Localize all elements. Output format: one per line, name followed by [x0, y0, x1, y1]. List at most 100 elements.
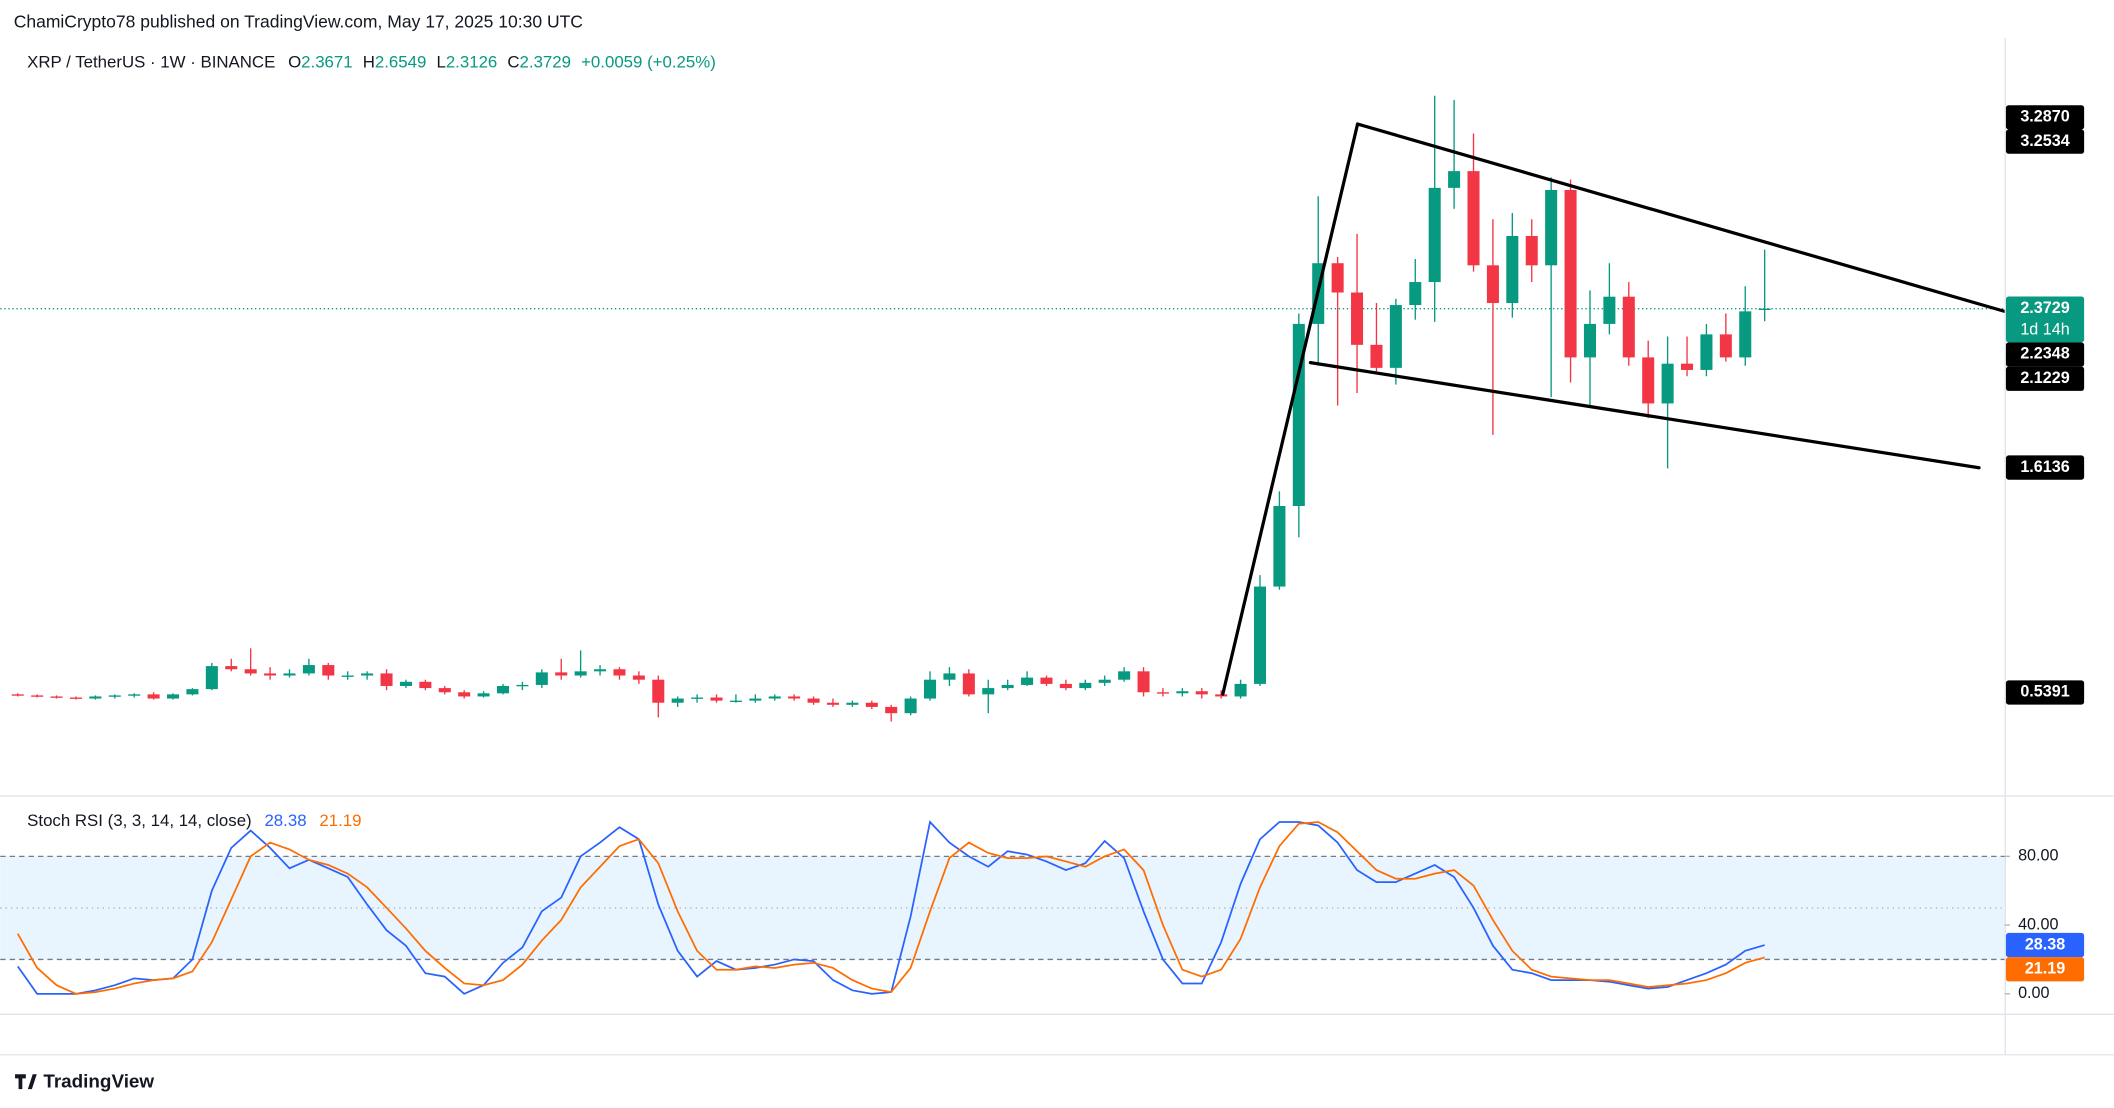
y-tick-label: 80.00 — [2018, 847, 2058, 865]
candle-body — [826, 702, 839, 705]
candle-body — [1040, 677, 1053, 684]
candle-body — [1215, 694, 1228, 697]
candle-body — [652, 679, 665, 703]
candle-body — [1642, 357, 1655, 404]
candle-body — [1409, 282, 1422, 306]
candle-body — [1118, 671, 1131, 680]
legend-label: C — [507, 53, 519, 72]
candle-body — [1176, 691, 1189, 694]
footer-logo: TradingView — [15, 1070, 154, 1091]
logo-text: TradingView — [43, 1070, 154, 1091]
candle-body — [322, 665, 335, 676]
symbol-legend: XRP / TetherUS · 1W · BINANCE O2.3671 H2… — [27, 53, 716, 72]
candle-body — [555, 672, 568, 676]
price-tag — [2005, 455, 2085, 480]
indicator-legend: Stoch RSI (3, 3, 14, 14, close) 28.38 21… — [27, 812, 361, 831]
candle-body — [691, 697, 704, 699]
logo-mark — [15, 1074, 37, 1090]
grid-layer — [0, 307, 2005, 961]
legend-value: 21.19 — [319, 812, 361, 831]
price-tag — [2005, 366, 2085, 391]
legend-value: 2.6549 — [375, 53, 426, 72]
candle-body — [283, 673, 296, 676]
candle-body — [1156, 692, 1169, 694]
y-tick-label: 0.00 — [2018, 984, 2049, 1002]
candle-body — [1389, 305, 1402, 368]
candle-body — [1545, 189, 1558, 266]
legend-label: L — [436, 53, 445, 72]
candle-body — [924, 679, 937, 699]
candle-body — [1661, 363, 1674, 404]
candle-body — [1137, 671, 1150, 693]
candle-body — [768, 696, 781, 699]
candle-body — [1506, 236, 1519, 303]
legend-change: +0.0059 (+0.25%) — [581, 53, 716, 72]
publish-header: ChamiCrypto78 published on TradingView.c… — [14, 12, 583, 32]
candle-body — [1448, 171, 1461, 188]
candle-body — [1079, 682, 1092, 689]
candle-body — [380, 673, 393, 686]
candle-body — [1467, 171, 1480, 266]
legend-value: 2.3729 — [520, 53, 571, 72]
candle-body — [1719, 334, 1732, 358]
candle-body — [1583, 323, 1596, 358]
candle-body — [1273, 505, 1286, 587]
price-tag-label: 2.2348 — [2020, 345, 2069, 363]
marks-layer — [11, 95, 1771, 995]
candle-body — [419, 681, 432, 689]
candle-body — [1603, 296, 1616, 324]
frame — [0, 37, 2114, 1056]
band-fill — [0, 856, 2005, 960]
candle-body — [1700, 334, 1713, 370]
candle-body — [361, 673, 374, 676]
candle-body — [1001, 684, 1014, 689]
price-tag-label: 3.2534 — [2020, 132, 2069, 150]
candle-body — [438, 688, 451, 693]
candle-body — [11, 694, 24, 696]
last-price-label: 2.3729 — [2020, 299, 2069, 317]
trend-line — [1308, 360, 1981, 470]
candle-body — [1292, 323, 1305, 506]
candle-body — [1758, 308, 1771, 310]
price-tag — [2005, 129, 2085, 154]
symbol: XRP / TetherUS · 1W · BINANCE — [27, 53, 275, 72]
trend-line — [1221, 122, 1360, 696]
candle-body — [1486, 265, 1499, 303]
candle-body — [516, 684, 529, 687]
candle-body — [594, 669, 607, 672]
indicator-line — [16, 821, 1765, 995]
candle-body — [147, 694, 160, 699]
candle-body — [1351, 292, 1364, 345]
candle-body — [264, 673, 277, 676]
legend-label: O — [288, 53, 301, 72]
candle-body — [167, 694, 180, 699]
candle-body — [1681, 363, 1694, 370]
candle-body — [1525, 236, 1538, 266]
legend-label: H — [363, 53, 375, 72]
candle-body — [1739, 311, 1752, 358]
candle-body — [788, 696, 801, 699]
candle-body — [399, 681, 412, 686]
candle-body — [1564, 189, 1577, 358]
legend-value: 2.3126 — [446, 53, 497, 72]
legend-value: 28.38 — [264, 812, 306, 831]
candle-body — [89, 696, 102, 699]
candle-body — [1622, 296, 1635, 358]
candle-body — [302, 665, 315, 674]
candle-body — [729, 700, 742, 702]
candle-body — [671, 698, 684, 703]
indicator-title: Stoch RSI (3, 3, 14, 14, close) — [27, 812, 251, 831]
candle-body — [31, 695, 44, 697]
trend-line — [1355, 122, 2007, 313]
candle-body — [50, 696, 63, 698]
candle-body — [496, 685, 510, 694]
candle-body — [1428, 187, 1441, 283]
candle-body — [1195, 691, 1208, 695]
candle-body — [846, 702, 859, 705]
candle-body — [477, 693, 490, 697]
countdown-label: 1d 14h — [2020, 320, 2069, 338]
candle-body — [225, 666, 238, 670]
